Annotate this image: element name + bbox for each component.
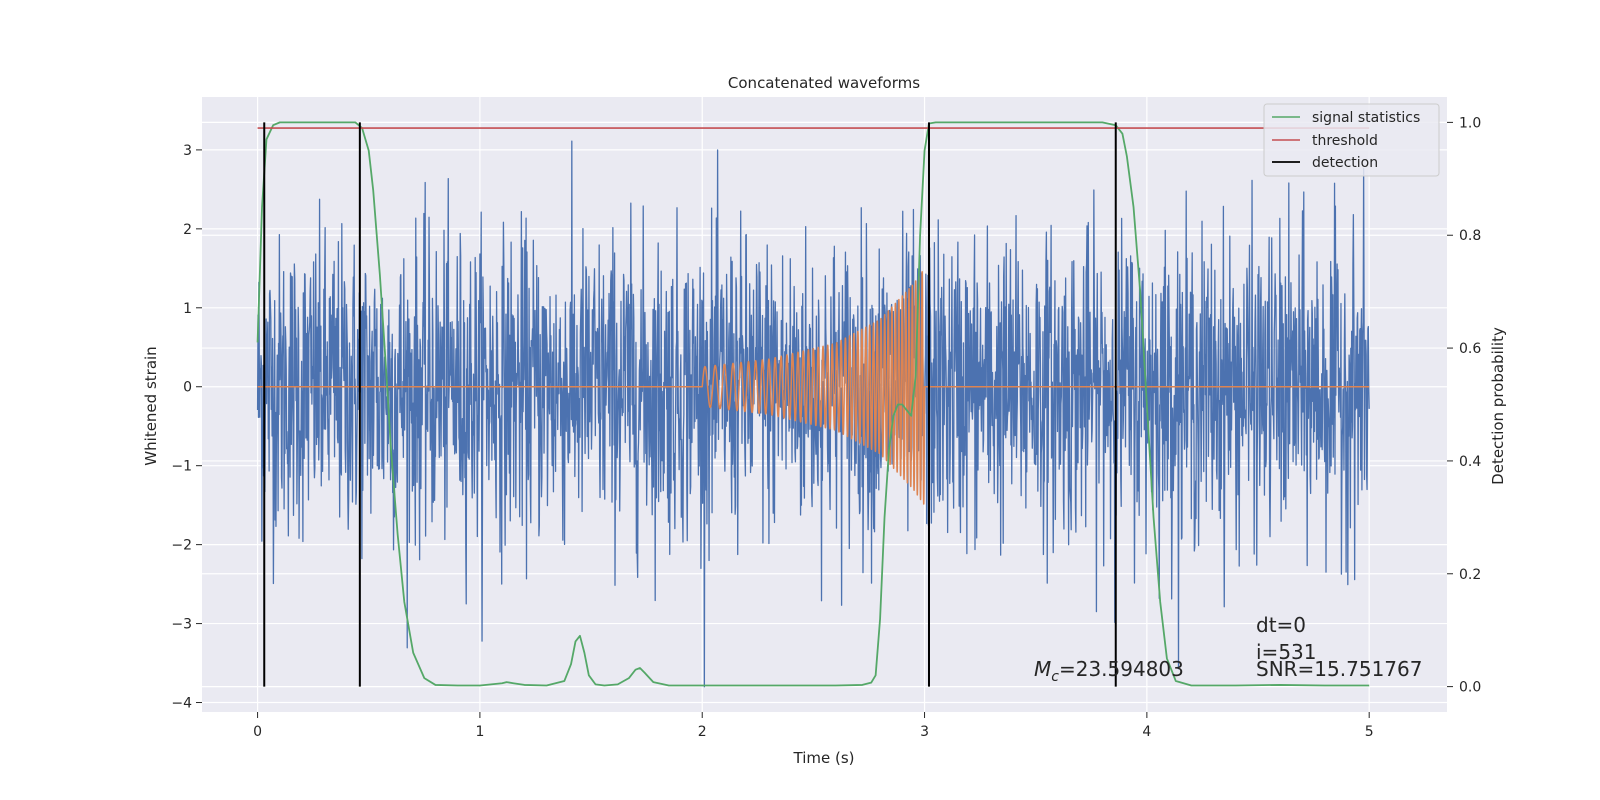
template-line <box>257 270 1370 505</box>
signal-statistics-line <box>256 121 1370 687</box>
y-tick-label-left: 2 <box>183 222 192 238</box>
y-tick-label-left: 3 <box>183 143 192 159</box>
annotation-snr: SNR=15.751767 <box>1256 657 1422 681</box>
template-series <box>257 270 1370 505</box>
legend-label-detection: detection <box>1312 155 1378 171</box>
x-tick-label: 0 <box>253 724 262 740</box>
legend-label-threshold: threshold <box>1312 133 1378 149</box>
chart-title: Concatenated waveforms <box>728 74 920 92</box>
annotation-mc: Mc=23.594803 <box>1034 657 1184 685</box>
x-tick-label: 1 <box>475 724 484 740</box>
detection-series <box>263 122 1117 687</box>
y-tick-label-right: 0.2 <box>1459 567 1481 583</box>
legend-label-signal-statistics: signal statistics <box>1312 110 1420 126</box>
y-tick-label-right: 0.0 <box>1459 680 1481 696</box>
annotation-mc-subscript: c <box>1051 669 1059 685</box>
x-tick-label: 3 <box>920 724 929 740</box>
strain-line <box>256 140 1370 688</box>
y-tick-label-right: 0.8 <box>1459 228 1481 244</box>
y-tick-label-left: 0 <box>183 380 192 396</box>
y-axis-label-left: Whitened strain <box>142 346 160 465</box>
y-axis-label-right: Detection probability <box>1489 327 1507 485</box>
y-tick-label-right: 0.6 <box>1459 341 1481 357</box>
y-tick-label-left: −2 <box>171 538 192 554</box>
y-tick-label-right: 0.4 <box>1459 454 1481 470</box>
annotation-dt: dt=0 <box>1256 613 1306 637</box>
strain-series <box>256 140 1370 688</box>
x-tick-label: 2 <box>698 724 707 740</box>
y-tick-label-left: −4 <box>171 696 192 712</box>
y-tick-label-left: −1 <box>171 459 192 475</box>
signal-statistics-series <box>256 121 1370 687</box>
y-tick-label-right: 1.0 <box>1459 115 1481 131</box>
ticks: 0 1 2 3 4 5 −4 −3 −2 −1 0 1 2 3 0.0 0.2 0.4 0.6 0.8 1.0 <box>171 115 1481 740</box>
legend: signal statistics threshold detection <box>1263 103 1440 177</box>
legend-box <box>1263 103 1440 177</box>
x-tick-label: 5 <box>1365 724 1374 740</box>
x-tick-label: 4 <box>1142 724 1151 740</box>
annotation-mc-symbol: M <box>1034 657 1051 681</box>
annotation-mc-value: =23.594803 <box>1059 657 1184 681</box>
annotation-i: i=531 <box>1256 640 1317 664</box>
y-tick-label-left: 1 <box>183 301 192 317</box>
x-axis-label: Time (s) <box>793 749 855 767</box>
y-tick-label-left: −3 <box>171 617 192 633</box>
annotations: Mc=23.594803 dt=0 i=531 SNR=15.751767 <box>1034 613 1422 685</box>
